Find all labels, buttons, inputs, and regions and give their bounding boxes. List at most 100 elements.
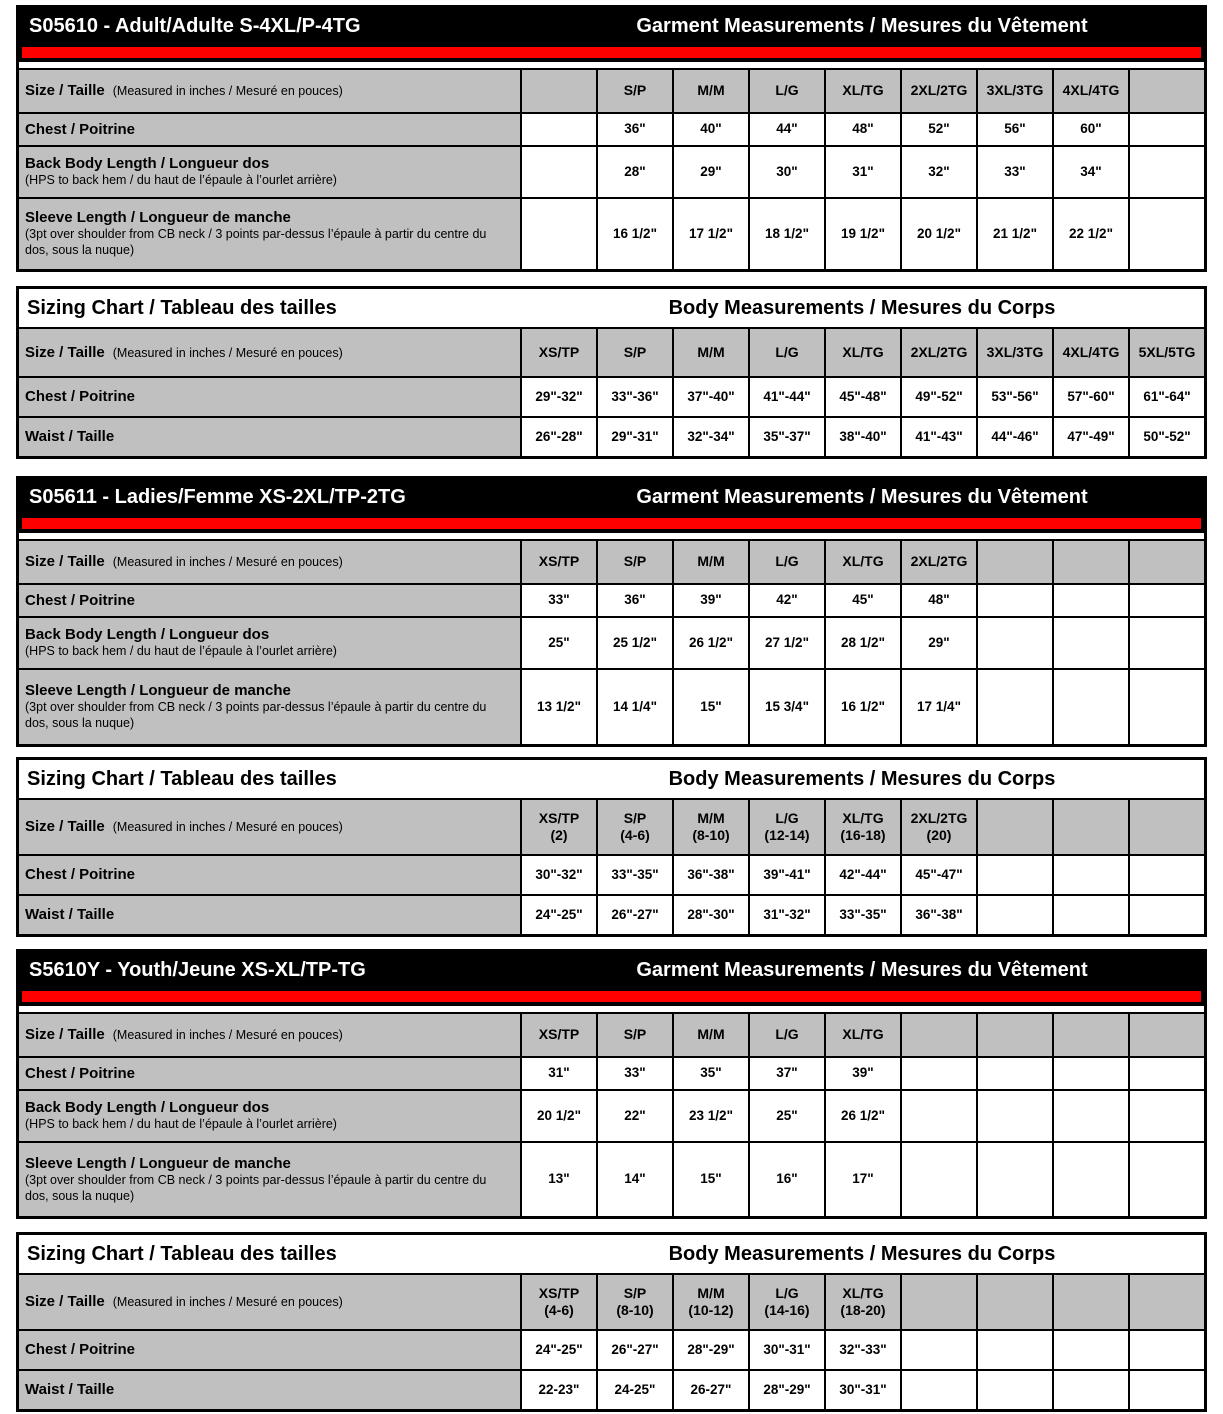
size-column-label: XS/TP [538, 343, 580, 360]
measurement-value-cell [1128, 147, 1204, 197]
table-title: S05610 - Adult/Adulte S-4XL/P-4TG [29, 15, 361, 37]
measurement-value-cell [520, 199, 596, 269]
size-column-subheader: (18-20) [840, 1302, 886, 1318]
body-measurements-heading: Body Measurements / Mesures du Corps [668, 1242, 1056, 1265]
size-column-label: L/G [775, 809, 799, 826]
measurement-value-cell [1128, 1058, 1204, 1089]
measurement-row: Sleeve Length / Longueur de manche (3pt o… [19, 197, 1204, 269]
size-column-label: S/P [623, 809, 647, 826]
size-column-label: XS/TP [538, 553, 580, 570]
measurement-value-cell: 25 1/2" [596, 618, 672, 668]
measurement-value-cell: 60" [1052, 114, 1128, 145]
row-label: Chest / Poitrine [25, 866, 136, 883]
size-header-row: Size / Taille (Measured in inches / Mesur… [19, 1012, 1204, 1056]
garment-measurements-heading: Garment Measurements / Mesures du Vêteme… [636, 15, 1088, 37]
size-label: Size / Taille [25, 343, 105, 361]
size-column-header: M/M [672, 70, 748, 112]
measurement-value-cell: 30"-31" [824, 1371, 900, 1409]
size-column-header [976, 541, 1052, 583]
size-column-subheader: (10-12) [688, 1302, 734, 1318]
measurement-value-cell: 39" [672, 585, 748, 616]
row-label: Chest / Poitrine [25, 1064, 136, 1082]
measurement-value-cell: 52" [900, 114, 976, 145]
size-column-label: XL/TG [842, 809, 884, 826]
body-measurements-heading: Body Measurements / Mesures du Corps [668, 767, 1056, 790]
measurement-value-cell: 40" [672, 114, 748, 145]
measurement-value-cell: 45"-48" [824, 378, 900, 416]
measurement-value-cell: 14 1/4" [596, 670, 672, 744]
measurement-value-cell: 25" [748, 1091, 824, 1141]
table-title-bar: S05611 - Ladies/Femme XS-2XL/TP-2TG Garme… [19, 479, 1204, 516]
measurement-value-cell: 15" [672, 1143, 748, 1216]
spacer-row [19, 1006, 1204, 1012]
measurement-value-cell: 39" [824, 1058, 900, 1089]
size-column-label: 3XL/3TG [986, 82, 1044, 99]
size-column-header [900, 1014, 976, 1056]
measurement-value-cell: 45"-47" [900, 856, 976, 894]
measurement-value-cell: 33" [520, 585, 596, 616]
size-column-subheader: (8-10) [692, 827, 730, 843]
size-column-subheader: (12-14) [764, 827, 810, 843]
measurement-value-cell: 26"-27" [596, 896, 672, 934]
row-label-cell: Waist / Taille [19, 896, 520, 934]
size-column-header [976, 1275, 1052, 1329]
size-column-header: 2XL/2TG [900, 541, 976, 583]
measurement-value-cell: 26"-27" [596, 1331, 672, 1369]
size-column-header: S/P [596, 541, 672, 583]
measurement-row: Waist / Taille 24"-25" 26"-27" 28"-30" 31"-3… [19, 894, 1204, 934]
size-column-header [1128, 70, 1204, 112]
measurement-value-cell [1052, 1058, 1128, 1089]
red-stripe [22, 518, 1201, 529]
size-column-label: 2XL/2TG [910, 809, 968, 826]
measurement-value-cell: 48" [900, 585, 976, 616]
size-column-label: XS/TP [538, 809, 580, 826]
measurement-value-cell: 13" [520, 1143, 596, 1216]
measurement-value-cell: 25" [520, 618, 596, 668]
ladies-garment-table: S05611 - Ladies/Femme XS-2XL/TP-2TG Garme… [16, 476, 1207, 747]
measurement-value-cell: 13 1/2" [520, 670, 596, 744]
measurement-row: Chest / Poitrine 30"-32" 33"-35" 36"-38" 39"… [19, 854, 1204, 894]
measurement-value-cell: 17" [824, 1143, 900, 1216]
row-label-cell: Chest / Poitrine [19, 114, 520, 145]
size-header-row: Size / Taille (Measured in inches / Mesur… [19, 539, 1204, 583]
row-label: Waist / Taille [25, 428, 115, 445]
size-label-cell: Size / Taille (Measured in inches / Mesur… [19, 800, 520, 854]
row-label-cell: Sleeve Length / Longueur de manche (3pt o… [19, 670, 520, 744]
measurement-value-cell: 28"-29" [748, 1371, 824, 1409]
size-column-header: L/G [748, 1014, 824, 1056]
size-column-header: S/P [596, 329, 672, 376]
size-column-label: L/G [775, 1026, 799, 1043]
row-label-cell: Back Body Length / Longueur dos (HPS to b… [19, 618, 520, 668]
red-divider [19, 516, 1204, 533]
row-label-cell: Chest / Poitrine [19, 1331, 520, 1369]
size-column-header: XL/TG [824, 1014, 900, 1056]
measurement-value-cell: 36"-38" [900, 896, 976, 934]
measurement-value-cell: 44"-46" [976, 418, 1052, 456]
youth-garment-table: S5610Y - Youth/Jeune XS-XL/TP-TG Garment … [16, 949, 1207, 1219]
row-label-note: (HPS to back hem / du haut de l’épaule à… [25, 1117, 337, 1132]
row-label: Back Body Length / Longueur dos [25, 1099, 270, 1117]
measurement-value-cell: 20 1/2" [900, 199, 976, 269]
measurement-value-cell: 29" [672, 147, 748, 197]
measurement-row: Back Body Length / Longueur dos (HPS to b… [19, 145, 1204, 197]
size-column-header: M/M [672, 1014, 748, 1056]
body-measurements-heading: Body Measurements / Mesures du Corps [668, 296, 1056, 319]
size-column-label: S/P [623, 82, 647, 99]
measurement-row: Chest / Poitrine 33" 36" 39" 42" 45" 48" [19, 583, 1204, 616]
size-column-label: 3XL/3TG [986, 343, 1044, 360]
size-header-row: Size / Taille (Measured in inches / Mesur… [19, 798, 1204, 854]
measurement-value-cell [1052, 618, 1128, 668]
size-column-header: XS/TP (4-6) [520, 1275, 596, 1329]
size-column-label: M/M [697, 1284, 725, 1301]
measurement-value-cell: 42" [748, 585, 824, 616]
measurement-value-cell [1128, 1371, 1204, 1409]
size-column-header [976, 1014, 1052, 1056]
measurement-value-cell: 28 1/2" [824, 618, 900, 668]
size-column-label: S/P [623, 343, 647, 360]
measurement-value-cell [1052, 1143, 1128, 1216]
measurement-value-cell: 33"-35" [596, 856, 672, 894]
spacer-row [19, 533, 1204, 539]
measurement-value-cell: 17 1/4" [900, 670, 976, 744]
size-column-header [1052, 1275, 1128, 1329]
